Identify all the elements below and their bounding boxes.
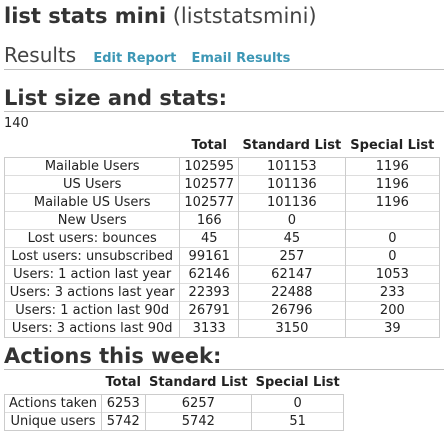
row-label: New Users <box>3 211 180 230</box>
table-row: US Users 102577 101136 1196 <box>3 175 441 194</box>
special-list-cell: 1196 <box>344 157 441 176</box>
table-row: New Users 166 0 <box>3 211 441 230</box>
total-cell: 22393 <box>179 283 239 302</box>
special-list-cell: 0 <box>251 394 345 413</box>
list-slug: (liststatsmini) <box>172 4 317 28</box>
total-cell: 3133 <box>179 319 239 338</box>
table-header-row: Total Standard List Special List <box>5 137 440 158</box>
column-header-special-list: Special List <box>350 138 435 153</box>
table-row: Users: 3 actions last 90d 3133 3150 39 <box>3 319 441 338</box>
actions-week-table: Total Standard List Special List Actions… <box>4 374 345 431</box>
row-label: Actions taken <box>4 394 102 413</box>
table-row: Actions taken 6253 6257 0 <box>4 394 345 413</box>
special-list-cell: 1053 <box>344 265 441 284</box>
standard-list-cell: 101136 <box>238 193 346 212</box>
column-header-special-list: Special List <box>255 375 340 390</box>
column-header <box>5 374 102 395</box>
row-label: Lost users: unsubscribed <box>3 247 180 266</box>
total-cell: 6253 <box>101 394 146 413</box>
special-list-cell: 0 <box>344 229 441 248</box>
table-row: Lost users: bounces 45 45 0 <box>3 229 441 248</box>
table-row: Users: 3 actions last year 22393 22488 233 <box>3 283 441 302</box>
actions-week-heading: Actions this week: <box>4 343 444 370</box>
list-name: list stats mini <box>4 4 167 28</box>
total-cell: 26791 <box>179 301 239 320</box>
table-row: Lost users: unsubscribed 99161 257 0 <box>3 247 441 266</box>
row-label: Users: 1 action last year <box>3 265 180 284</box>
total-cell: 99161 <box>179 247 239 266</box>
total-cell: 45 <box>179 229 239 248</box>
page-title: list stats mini (liststatsmini) <box>4 2 317 30</box>
row-label: Mailable Users <box>3 157 180 176</box>
column-header <box>5 137 180 158</box>
standard-list-cell: 6257 <box>144 394 252 413</box>
standard-list-cell: 62147 <box>238 265 346 284</box>
special-list-cell: 0 <box>344 247 441 266</box>
row-label: Users: 1 action last 90d <box>3 301 180 320</box>
row-label: Mailable US Users <box>3 193 180 212</box>
total-cell: 166 <box>179 211 239 230</box>
table-row: Users: 1 action last 90d 26791 26796 200 <box>3 301 441 320</box>
special-list-cell: 200 <box>344 301 441 320</box>
standard-list-cell: 3150 <box>238 319 346 338</box>
results-bar: Results Edit Report Email Results <box>4 42 444 70</box>
column-header-standard-list: Standard List <box>149 375 248 390</box>
standard-list-cell: 101136 <box>238 175 346 194</box>
table-row: Mailable Users 102595 101153 1196 <box>3 157 441 176</box>
table-header-row: Total Standard List Special List <box>5 374 344 395</box>
column-header-total: Total <box>191 138 227 153</box>
standard-list-cell: 257 <box>238 247 346 266</box>
total-cell: 102595 <box>179 157 239 176</box>
row-label: Users: 3 actions last 90d <box>3 319 180 338</box>
standard-list-cell: 22488 <box>238 283 346 302</box>
actions-week-table-body: Actions taken 6253 6257 0 Unique users 5742 57… <box>4 394 345 431</box>
list-size-heading: List size and stats: <box>4 85 444 112</box>
special-list-cell: 233 <box>344 283 441 302</box>
list-size-table-body: Mailable Users 102595 101153 1196 US Users 10… <box>3 157 441 338</box>
total-cell: 102577 <box>179 193 239 212</box>
email-results-link[interactable]: Email Results <box>191 51 291 66</box>
total-cell: 102577 <box>179 175 239 194</box>
table-row: Unique users 5742 5742 51 <box>4 412 345 431</box>
standard-list-cell: 0 <box>238 211 346 230</box>
table-row: Users: 1 action last year 62146 62147 1053 <box>3 265 441 284</box>
special-list-cell: 1196 <box>344 175 441 194</box>
standard-list-cell: 45 <box>238 229 346 248</box>
standard-list-cell: 26796 <box>238 301 346 320</box>
row-label: Users: 3 actions last year <box>3 283 180 302</box>
row-label: Unique users <box>4 412 102 431</box>
table-row: Mailable US Users 102577 101136 1196 <box>3 193 441 212</box>
special-list-cell: 39 <box>344 319 441 338</box>
row-label: Lost users: bounces <box>3 229 180 248</box>
standard-list-cell: 101153 <box>238 157 346 176</box>
edit-report-link[interactable]: Edit Report <box>93 51 177 66</box>
total-cell: 5742 <box>101 412 146 431</box>
list-size-table: Total Standard List Special List Mailabl… <box>3 137 441 338</box>
row-label: US Users <box>3 175 180 194</box>
list-count: 140 <box>4 116 29 131</box>
column-header-total: Total <box>105 375 142 390</box>
total-cell: 62146 <box>179 265 239 284</box>
standard-list-cell: 5742 <box>144 412 252 431</box>
column-header-standard-list: Standard List <box>242 138 342 153</box>
special-list-cell: 51 <box>251 412 345 431</box>
special-list-cell: 1196 <box>344 193 441 212</box>
results-heading: Results <box>4 43 77 67</box>
special-list-cell <box>344 211 441 230</box>
